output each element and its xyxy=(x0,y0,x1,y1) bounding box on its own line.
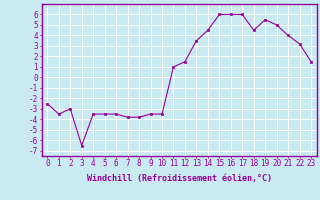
X-axis label: Windchill (Refroidissement éolien,°C): Windchill (Refroidissement éolien,°C) xyxy=(87,174,272,183)
